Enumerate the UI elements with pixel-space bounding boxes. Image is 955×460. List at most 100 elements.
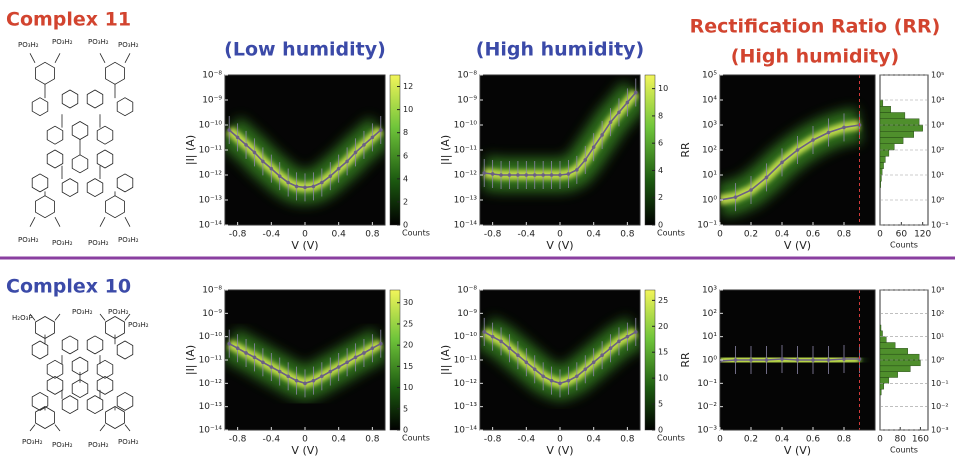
bond xyxy=(54,313,61,321)
histogram-bar xyxy=(879,336,887,343)
substituent-label: PO₃H₂ xyxy=(18,236,39,244)
right-y-tick-label: 10² xyxy=(931,309,944,318)
median-point xyxy=(252,150,257,155)
x-tick-label: -0.4 xyxy=(263,435,281,445)
y-tick-label: 10³ xyxy=(702,286,717,296)
bond xyxy=(124,53,131,64)
histogram-bar xyxy=(879,156,886,163)
median-point xyxy=(303,381,307,386)
median-point xyxy=(507,346,512,351)
x-tick-label: 0 xyxy=(557,230,563,240)
x-tick-label: -0.8 xyxy=(229,435,247,445)
colorbar-tick-label: 30 xyxy=(403,298,413,307)
y-tick-label: 10⁻¹⁰ xyxy=(454,121,478,131)
median-point xyxy=(499,339,503,344)
median-point xyxy=(269,365,274,369)
x-tick-label: 0 xyxy=(302,435,308,445)
right-y-tick-label: 10¹ xyxy=(931,332,944,341)
molecule-structures xyxy=(29,53,134,432)
median-point xyxy=(857,357,862,361)
y-tick-label: 10⁻¹⁰ xyxy=(199,332,223,342)
y-tick-label: 10⁻⁸ xyxy=(202,286,222,296)
histogram-bar xyxy=(879,377,890,384)
y-tick-label: 10⁻¹³ xyxy=(199,402,223,412)
substituent-label: PO₃H₂ xyxy=(128,321,149,329)
x-axis-label: V (V) xyxy=(546,239,573,252)
histogram-x-tick-label: 60 xyxy=(896,230,908,240)
y-tick-label: 10⁻⁸ xyxy=(457,71,477,81)
right-y-tick-label: 10⁰ xyxy=(931,196,944,205)
median-point xyxy=(252,355,257,360)
y-axis-label: |I| (A) xyxy=(439,135,452,165)
median-point xyxy=(532,173,537,177)
y-tick-label: 10¹ xyxy=(702,332,717,342)
histogram-bar xyxy=(879,137,904,144)
panel-title: Rectification Ratio (RR) xyxy=(690,16,941,38)
bond xyxy=(124,424,131,432)
y-tick-label: 10⁻¹³ xyxy=(454,196,478,206)
colorbar xyxy=(389,74,401,226)
median-point xyxy=(811,138,815,142)
y-tick-label: 10² xyxy=(702,309,717,319)
median-point xyxy=(261,360,265,365)
median-point xyxy=(600,353,604,358)
median-point xyxy=(524,360,529,365)
ring xyxy=(96,149,114,169)
y-tick-label: 10⁻¹¹ xyxy=(199,356,223,366)
median-point xyxy=(353,355,358,360)
substituent-label: PO₃H₂ xyxy=(52,441,73,449)
ring xyxy=(96,125,114,145)
median-point xyxy=(269,166,274,171)
x-axis-label: V (V) xyxy=(784,444,811,457)
median-point xyxy=(633,330,638,334)
median-point xyxy=(625,334,630,339)
substituent-label: PO₃H₂ xyxy=(118,236,139,244)
colorbar-tick-label: 5 xyxy=(658,400,663,409)
median-point xyxy=(311,378,316,383)
colorbar-tick-label: 5 xyxy=(403,404,408,413)
x-tick-label: 0.4 xyxy=(332,230,347,240)
x-tick-label: 0.4 xyxy=(587,230,602,240)
histogram-bar xyxy=(879,112,906,119)
x-tick-label: 0.8 xyxy=(837,230,852,240)
y-tick-label: 10⁻⁸ xyxy=(202,71,222,81)
colorbar-tick-label: 2 xyxy=(658,193,663,202)
histogram-bar xyxy=(879,330,883,337)
y-tick-label: 10⁻¹² xyxy=(199,379,223,389)
median-point xyxy=(244,351,248,355)
median-point xyxy=(482,330,487,334)
colorbar-label: Counts xyxy=(657,434,685,443)
colorbar xyxy=(389,289,401,431)
x-tick-label: 0.4 xyxy=(775,435,790,445)
median-point xyxy=(303,185,307,190)
y-tick-label: 10⁻¹¹ xyxy=(454,146,478,156)
y-tick-label: 10⁻¹⁴ xyxy=(454,221,478,231)
bond xyxy=(54,216,61,227)
ring xyxy=(116,340,134,360)
median-point xyxy=(764,358,769,362)
median-point xyxy=(490,334,495,339)
right-y-tick-label: 10⁴ xyxy=(931,96,944,105)
histogram-bar xyxy=(879,143,895,151)
y-axis-label: RR xyxy=(679,352,692,368)
median-point xyxy=(795,358,800,362)
bond xyxy=(29,53,36,64)
median-point xyxy=(795,148,800,152)
ring xyxy=(31,97,49,117)
substituent-label: PO₃H₂ xyxy=(88,38,109,46)
colorbar-tick-label: 0 xyxy=(403,221,408,230)
median-point xyxy=(826,130,831,135)
substituent-label: H₂O₃P xyxy=(12,314,33,322)
median-point xyxy=(524,173,529,177)
ring xyxy=(31,391,49,411)
histogram-bar xyxy=(879,149,890,157)
bond xyxy=(29,216,36,227)
ring xyxy=(96,375,114,395)
substituent-label: PO₃H₂ xyxy=(52,38,73,46)
y-axis-label: RR xyxy=(679,142,692,158)
histogram-bar xyxy=(879,359,921,367)
colorbar-tick-label: 8 xyxy=(658,111,663,120)
colorbar-label: Counts xyxy=(657,229,685,238)
median-point xyxy=(532,367,537,372)
